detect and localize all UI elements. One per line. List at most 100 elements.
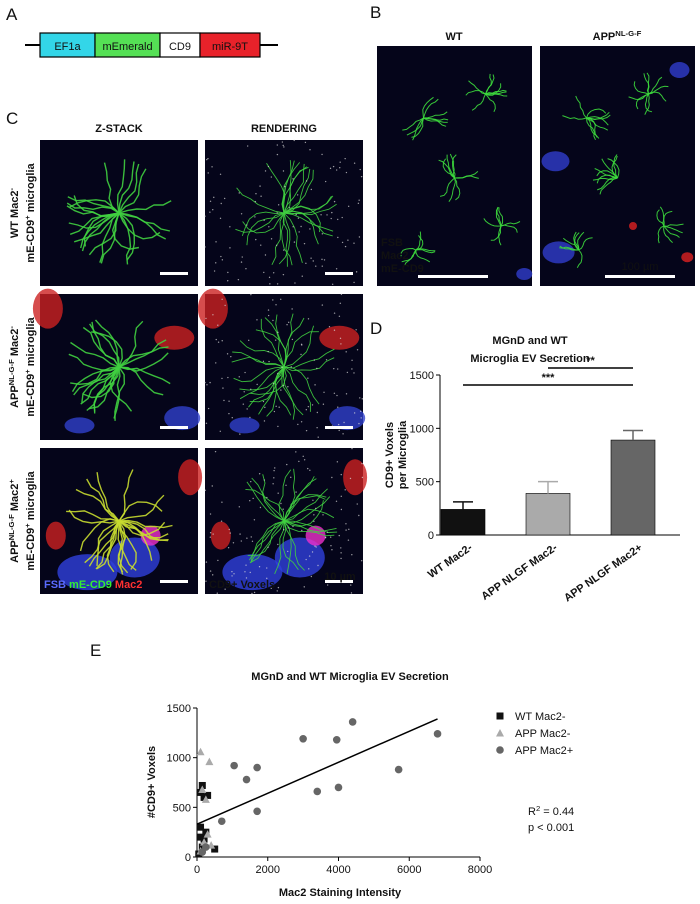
speck [337, 368, 339, 370]
process [283, 212, 333, 237]
speck [207, 407, 210, 410]
process [597, 177, 618, 191]
speck [341, 241, 344, 244]
speck [340, 557, 342, 560]
panel-letter: E [90, 641, 101, 660]
point [200, 793, 208, 801]
speck [322, 514, 324, 516]
process [628, 93, 649, 101]
process [663, 225, 680, 238]
construct-box [94, 32, 161, 58]
speck [209, 211, 211, 213]
speck [219, 173, 222, 176]
speck [351, 368, 353, 370]
stain-blob [669, 62, 690, 78]
speck [345, 393, 348, 395]
speck [308, 555, 311, 557]
speck [331, 549, 333, 551]
speck [221, 340, 223, 342]
process [66, 510, 120, 522]
process [439, 177, 455, 197]
scale-bar [605, 275, 675, 278]
scale-bar [325, 426, 353, 429]
process [283, 366, 296, 420]
speck [226, 353, 229, 355]
process [118, 320, 144, 368]
legend-label: WT Mac2- [515, 711, 566, 723]
stain-blob [681, 252, 694, 263]
stain-blob [305, 525, 326, 546]
speck [228, 528, 230, 531]
speck [331, 283, 334, 285]
panel-letter: B [370, 3, 381, 22]
speck [331, 211, 333, 214]
speck [307, 405, 310, 408]
process [283, 520, 337, 533]
speck [256, 319, 258, 321]
speck [355, 329, 357, 331]
speck [237, 278, 240, 281]
speck [292, 178, 294, 180]
process [495, 207, 502, 227]
process [283, 195, 332, 214]
speck [238, 192, 240, 194]
process [442, 158, 455, 179]
y-axis-label: #CD9+ Voxels [146, 746, 158, 818]
speck [339, 337, 342, 340]
speck [231, 416, 233, 419]
point [204, 791, 212, 799]
process [283, 210, 319, 245]
speck [281, 366, 283, 369]
process [607, 158, 620, 179]
speck [275, 244, 278, 246]
speck [342, 433, 344, 435]
x-axis-label: Mac2 Staining Intensity [279, 887, 402, 899]
superscript: 2 [536, 804, 540, 813]
speck [305, 409, 308, 411]
process [283, 508, 335, 522]
legend-label: mE-CD9 [381, 263, 424, 275]
process [281, 366, 304, 416]
label: mE-CD9+ microglia [23, 316, 38, 416]
y-tick-label: 0 [428, 530, 434, 542]
speck [303, 586, 305, 588]
process [239, 366, 285, 400]
speck [204, 246, 206, 248]
superscript: - [7, 326, 16, 329]
legend-label: Mac2 [112, 579, 143, 591]
chart-title: MGnD and WT Microglia EV Secretion [251, 671, 449, 683]
stain-blob [274, 537, 325, 578]
speck [263, 271, 265, 274]
process [106, 520, 120, 573]
stain-blob [229, 417, 260, 434]
point [299, 734, 307, 743]
speck [215, 262, 217, 264]
speck [259, 506, 262, 509]
y-tick-label: 1000 [410, 423, 434, 435]
speck [276, 590, 278, 592]
speck [315, 507, 317, 510]
speck [275, 304, 277, 306]
point [334, 783, 343, 792]
speck [282, 273, 285, 276]
speck [272, 382, 275, 385]
speck [335, 268, 338, 270]
speck [223, 197, 226, 200]
speck [312, 260, 314, 262]
text-run: microglia [25, 162, 37, 215]
process [118, 520, 137, 570]
speck [300, 353, 302, 356]
process [118, 212, 161, 240]
x-tick-label: 4000 [326, 864, 350, 876]
label: APPNL-G-F Mac2- [7, 326, 22, 408]
speck [358, 199, 360, 201]
speck [255, 238, 257, 241]
speck [229, 532, 231, 534]
speck [246, 224, 248, 226]
micrograph [377, 46, 532, 286]
process [423, 98, 439, 119]
process [67, 196, 120, 214]
process [246, 212, 285, 246]
point [332, 735, 341, 744]
process [283, 520, 305, 571]
